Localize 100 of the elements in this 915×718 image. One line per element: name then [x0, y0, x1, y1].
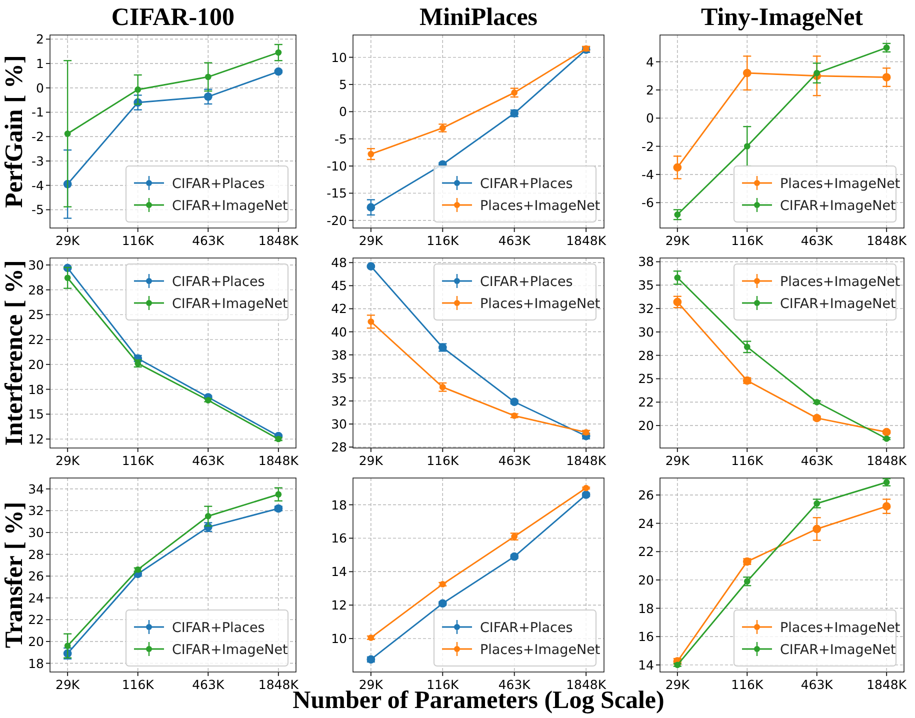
y-tick-label: 2	[36, 32, 44, 47]
x-tick-label: 1848K	[866, 233, 908, 248]
y-tick-label: 22	[28, 332, 44, 348]
x-tick-label: 1848K	[566, 453, 607, 468]
x-tick-label: 29K	[358, 677, 384, 692]
y-tick-label: 34	[28, 481, 44, 496]
y-tick-label: 30	[331, 416, 348, 432]
y-tick-label: -6	[642, 195, 654, 210]
y-tick-label: 32	[638, 301, 654, 316]
y-tick-label: 35	[638, 278, 654, 293]
y-tick-label: 18	[638, 600, 654, 616]
y-tick-label: -4	[32, 178, 44, 193]
legend-label: CIFAR+Places	[172, 620, 265, 636]
x-tick-label: 1848K	[258, 677, 300, 692]
y-tick-label: 25	[638, 371, 654, 386]
y-axis-title: Interference [ %]	[1, 260, 28, 446]
x-tick-label: 463K	[800, 453, 834, 468]
legend-label: CIFAR+ImageNet	[172, 642, 288, 658]
legend-label: CIFAR+ImageNet	[780, 198, 896, 214]
y-tick-label: 20	[638, 572, 654, 588]
y-tick-label: -3	[32, 153, 44, 168]
y-tick-label: 28	[28, 282, 44, 298]
x-tick-label: 29K	[665, 677, 690, 692]
y-tick-label: 2	[646, 82, 654, 98]
legend-label: CIFAR+Places	[172, 274, 265, 290]
x-tick-label: 29K	[358, 453, 384, 468]
x-tick-label: 116K	[426, 233, 460, 248]
legend-label: CIFAR+ImageNet	[172, 296, 288, 312]
y-tick-label: 0	[646, 110, 654, 126]
x-tick-label: 463K	[800, 233, 834, 248]
y-tick-label: 20	[28, 356, 44, 372]
x-tick-label: 116K	[426, 677, 460, 692]
y-tick-label: 18	[331, 497, 348, 512]
y-tick-label: 16	[331, 530, 348, 546]
y-tick-label: 30	[28, 524, 44, 540]
x-tick-label: 1848K	[866, 453, 908, 468]
x-tick-label: 1848K	[566, 233, 607, 248]
legend-label: CIFAR+ImageNet	[780, 642, 896, 658]
y-tick-label: 28	[638, 348, 654, 363]
legend-label: CIFAR+Places	[480, 274, 573, 290]
y-tick-label: 48	[331, 255, 348, 270]
y-tick-label: 30	[28, 257, 44, 272]
x-tick-label: 116K	[122, 453, 155, 468]
x-tick-label: 29K	[56, 453, 80, 468]
chart-title: CIFAR-100	[111, 4, 235, 31]
x-tick-label: 29K	[358, 233, 384, 248]
y-tick-label: 28	[28, 546, 44, 562]
x-tick-label: 116K	[731, 453, 764, 468]
y-tick-label: 42	[331, 301, 347, 316]
y-tick-label: 20	[28, 634, 44, 649]
x-tick-label: 463K	[498, 233, 532, 248]
y-tick-label: -2	[642, 138, 654, 154]
y-tick-label: 10	[331, 631, 348, 646]
legend-label: Places+ImageNet	[480, 642, 600, 658]
y-tick-label: 15	[28, 406, 44, 422]
chart-title: MiniPlaces	[419, 4, 538, 31]
y-tick-label: 5	[339, 76, 347, 92]
y-tick-label: 30	[638, 324, 654, 340]
y-tick-label: -10	[326, 158, 348, 174]
x-tick-label: 116K	[122, 233, 155, 248]
y-tick-label: -15	[326, 186, 347, 201]
x-tick-label: 116K	[731, 233, 764, 248]
y-tick-label: -2	[32, 129, 44, 144]
y-tick-label: 24	[28, 590, 44, 606]
x-tick-label: 29K	[56, 233, 80, 248]
legend-label: Places+ImageNet	[480, 198, 600, 214]
y-tick-label: 1	[36, 56, 44, 72]
y-tick-label: 22	[638, 544, 654, 560]
y-tick-label: 35	[331, 370, 347, 386]
x-tick-label: 116K	[426, 453, 460, 468]
x-tick-label: 1848K	[566, 677, 607, 692]
y-tick-label: 32	[28, 503, 44, 518]
legend-label: CIFAR+Places	[480, 176, 573, 192]
legend-label: CIFAR+ImageNet	[172, 198, 288, 214]
y-tick-label: 26	[28, 568, 44, 584]
y-tick-label: 24	[638, 516, 654, 531]
y-tick-label: 20	[638, 418, 654, 434]
chart-title: Tiny-ImageNet	[700, 4, 864, 31]
x-tick-label: 463K	[498, 453, 532, 468]
y-tick-label: 0	[36, 80, 44, 96]
y-tick-label: 14	[331, 564, 348, 580]
legend-label: CIFAR+Places	[480, 620, 573, 636]
y-tick-label: 38	[638, 254, 654, 270]
x-tick-label: 116K	[122, 677, 155, 692]
y-tick-label: 25	[28, 307, 44, 322]
y-tick-label: 22	[638, 394, 654, 410]
y-tick-label: 0	[339, 104, 348, 120]
y-tick-label: 16	[638, 629, 654, 644]
x-tick-label: 463K	[800, 677, 834, 692]
y-tick-label: -5	[32, 202, 44, 218]
y-tick-label: 45	[331, 278, 347, 294]
legend-label: CIFAR+ImageNet	[780, 296, 896, 312]
y-tick-label: 10	[331, 50, 348, 65]
y-tick-label: -20	[326, 212, 348, 228]
x-tick-label: 116K	[731, 677, 764, 692]
y-axis-title: PerfGain [ %]	[1, 55, 28, 208]
y-tick-label: 4	[646, 54, 654, 70]
x-tick-label: 463K	[498, 677, 532, 692]
y-tick-label: 12	[28, 432, 44, 447]
y-axis-title: Transfer [ %]	[1, 502, 28, 648]
